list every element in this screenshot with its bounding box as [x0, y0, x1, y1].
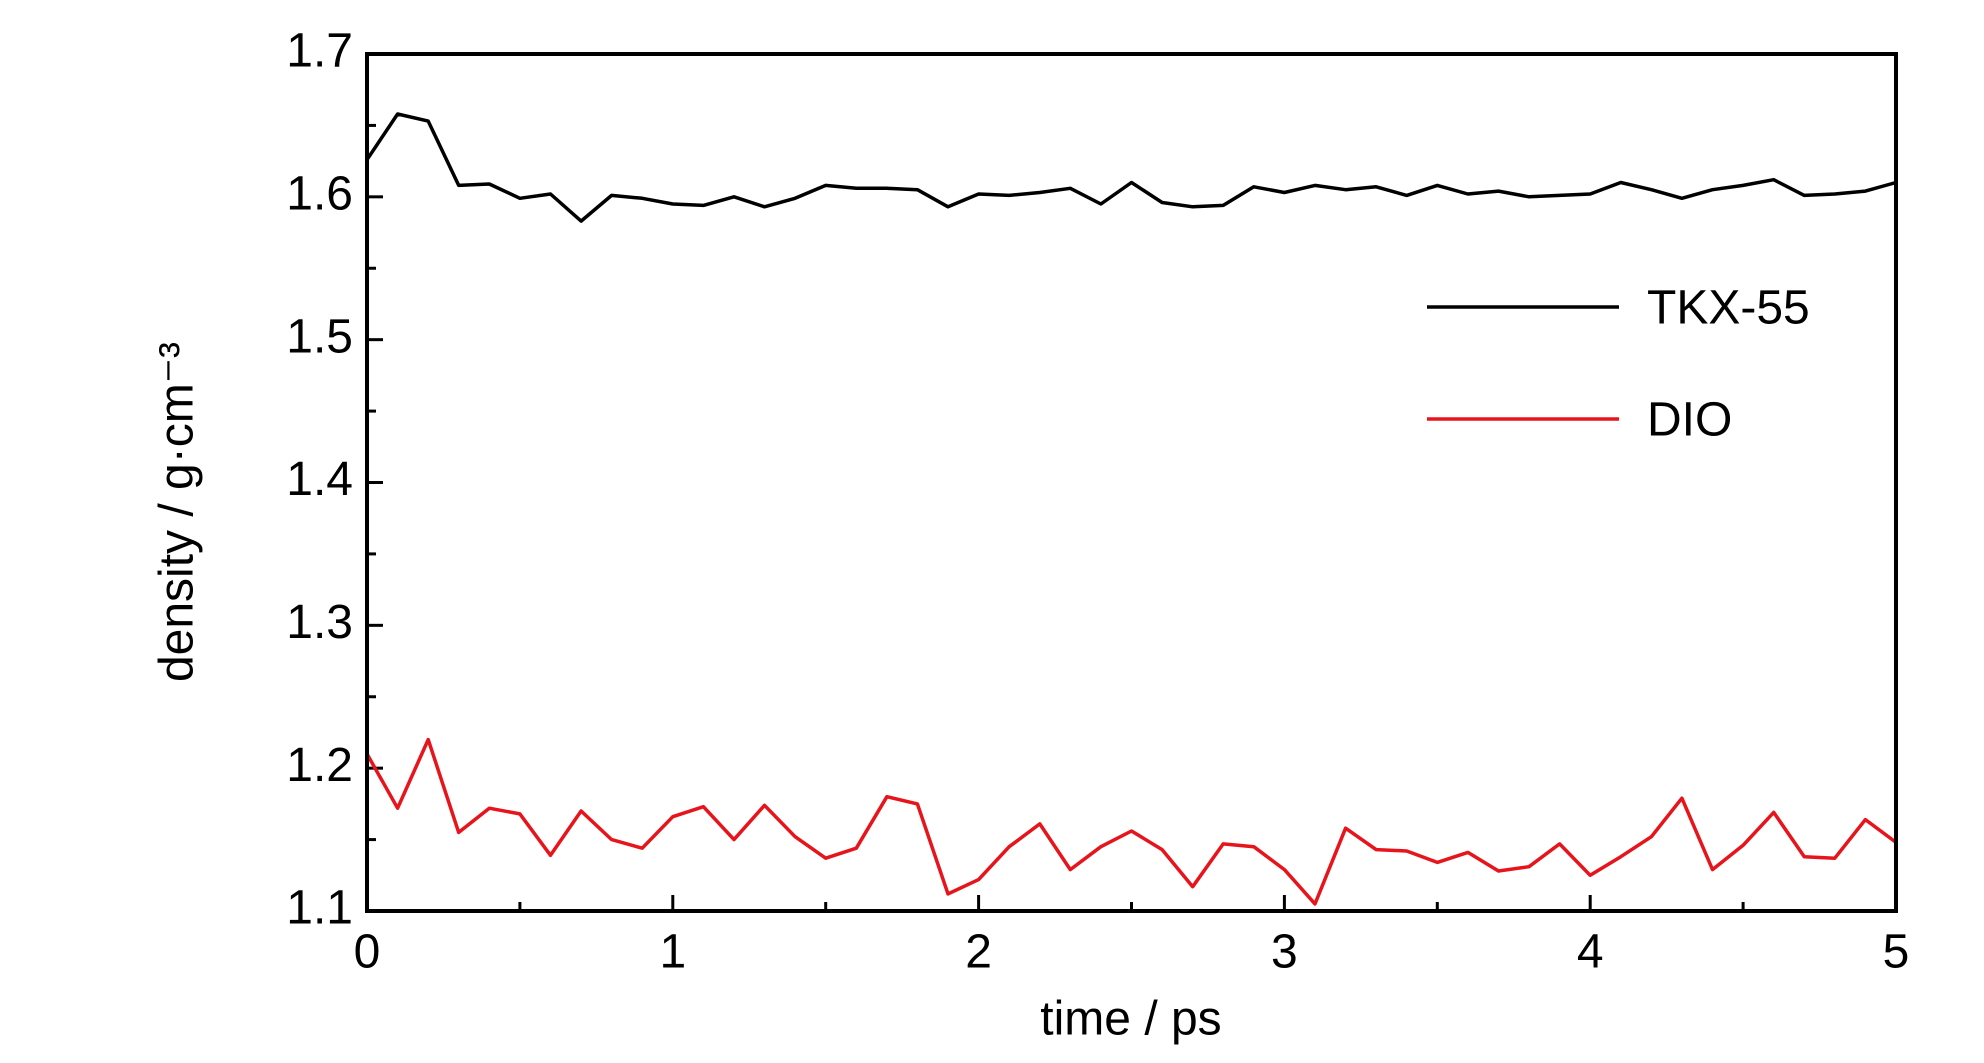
- x-tick-label: 4: [1577, 926, 1604, 979]
- plot-frame: [365, 52, 1898, 913]
- y-tick-label: 1.4: [286, 453, 353, 506]
- legend-label: DIO: [1647, 394, 1732, 447]
- y-tick-label: 1.7: [286, 25, 353, 78]
- y-tick-label: 1.1: [286, 882, 353, 935]
- x-tick-label: 1: [659, 926, 686, 979]
- data-line: [365, 737, 1898, 906]
- y-tick-label: 1.2: [286, 739, 353, 792]
- y-tick-label: 1.5: [286, 310, 353, 363]
- y-tick-label: 1.6: [286, 168, 353, 221]
- legend-label: TKX-55: [1647, 282, 1810, 335]
- x-tick-label: 5: [1883, 926, 1910, 979]
- y-tick-label: 1.3: [286, 596, 353, 649]
- x-tick-label: 2: [965, 926, 992, 979]
- y-axis-label: density / g·cm⁻³: [151, 342, 204, 682]
- x-axis-label: time / ps: [1040, 993, 1221, 1046]
- x-tick-label: 3: [1271, 926, 1298, 979]
- x-tick-label: 0: [354, 926, 381, 979]
- data-line: [365, 112, 1897, 223]
